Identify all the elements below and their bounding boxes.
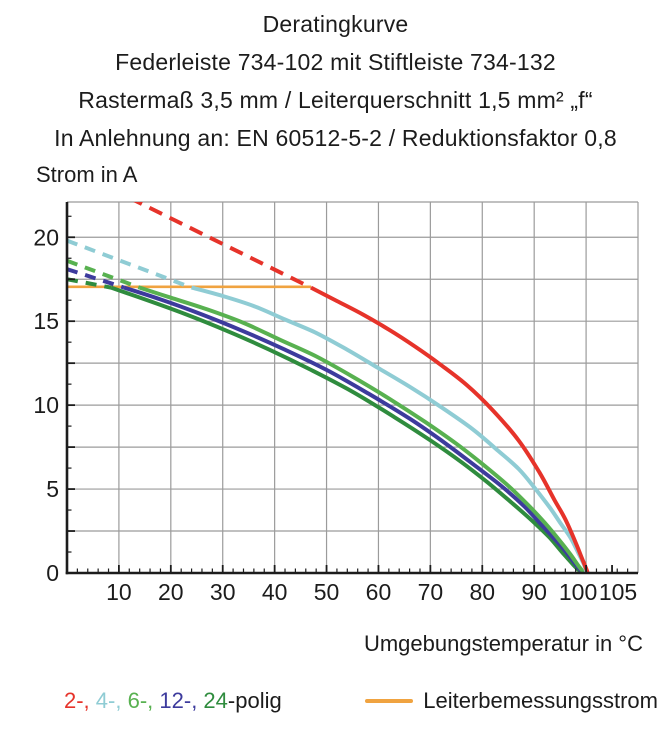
x-tick-label: 90 [521, 579, 547, 605]
series-dashed-4-polig [67, 238, 193, 290]
series-24-polig [110, 285, 584, 573]
derating-plot: 10 20 30 40 50 60 70 80 90 100 105 0 5 10 15 20 [33, 201, 639, 605]
legend-pole-item: 4-, [95, 688, 128, 713]
y-tick-label: 10 [33, 392, 59, 418]
legend-pole-item: 12-, [159, 688, 204, 713]
legend-rated-current: Leiterbemessungsstrom [365, 688, 658, 714]
legend-pole-item: 6-, [127, 688, 160, 713]
axes [65, 202, 638, 575]
y-tick-label: 15 [33, 308, 59, 334]
rated-current-label: Leiterbemessungsstrom [423, 688, 658, 713]
x-tick-label: 100 [559, 579, 597, 605]
x-tick-label: 70 [418, 579, 444, 605]
y-tick-label: 20 [33, 224, 59, 250]
y-axis-title: Strom in A [36, 162, 138, 187]
series-4-polig [191, 285, 589, 573]
curves [67, 202, 590, 573]
legend-row: 2-, 4-, 6-, 12-, 24-polig Leiterbemessun… [64, 688, 658, 714]
x-tick-label: 10 [106, 579, 132, 605]
chart-subtitle-specs: Rastermaß 3,5 mm / Leiterquerschnitt 1,5… [78, 87, 593, 113]
x-tick-label: 50 [314, 579, 340, 605]
series-dashed-2-polig [133, 202, 312, 290]
x-tick-label: 30 [210, 579, 236, 605]
chart-subtitle-standard: In Anlehnung an: EN 60512-5-2 / Reduktio… [54, 125, 617, 151]
x-tick-label: 80 [469, 579, 495, 605]
x-tick-label: 105 [599, 579, 637, 605]
tick-labels: 10 20 30 40 50 60 70 80 90 100 105 0 5 10 15 20 [33, 224, 637, 605]
y-tick-label: 5 [46, 476, 59, 502]
series-12-polig [123, 285, 585, 573]
series-dashed-24-polig [67, 277, 112, 290]
series-2-polig [310, 285, 590, 573]
rated-current-line-swatch [365, 699, 414, 703]
legend-pole-item: 2-, [64, 688, 96, 713]
chart-title: Deratingkurve [262, 11, 409, 37]
chart-subtitle-products: Federleiste 734-102 mit Stiftleiste 734-… [115, 49, 556, 75]
series-6-polig [139, 285, 587, 573]
series-dashed-6-polig [67, 258, 141, 290]
x-tick-label: 60 [366, 579, 392, 605]
y-tick-label: 0 [46, 560, 59, 586]
legend-pole-counts: 2-, 4-, 6-, 12-, 24-polig [64, 688, 282, 714]
legend-pole-suffix: -polig [227, 688, 282, 713]
axis-ticks [67, 215, 629, 573]
gridlines [67, 201, 639, 573]
x-tick-label: 20 [158, 579, 184, 605]
legend-pole-item: 24 [203, 688, 228, 713]
chart-title-block: Deratingkurve Federleiste 734-102 mit St… [0, 5, 671, 157]
series-dashed-12-polig [67, 267, 125, 290]
x-tick-label: 40 [262, 579, 288, 605]
x-axis-title: Umgebungstemperatur in °C [363, 631, 643, 656]
